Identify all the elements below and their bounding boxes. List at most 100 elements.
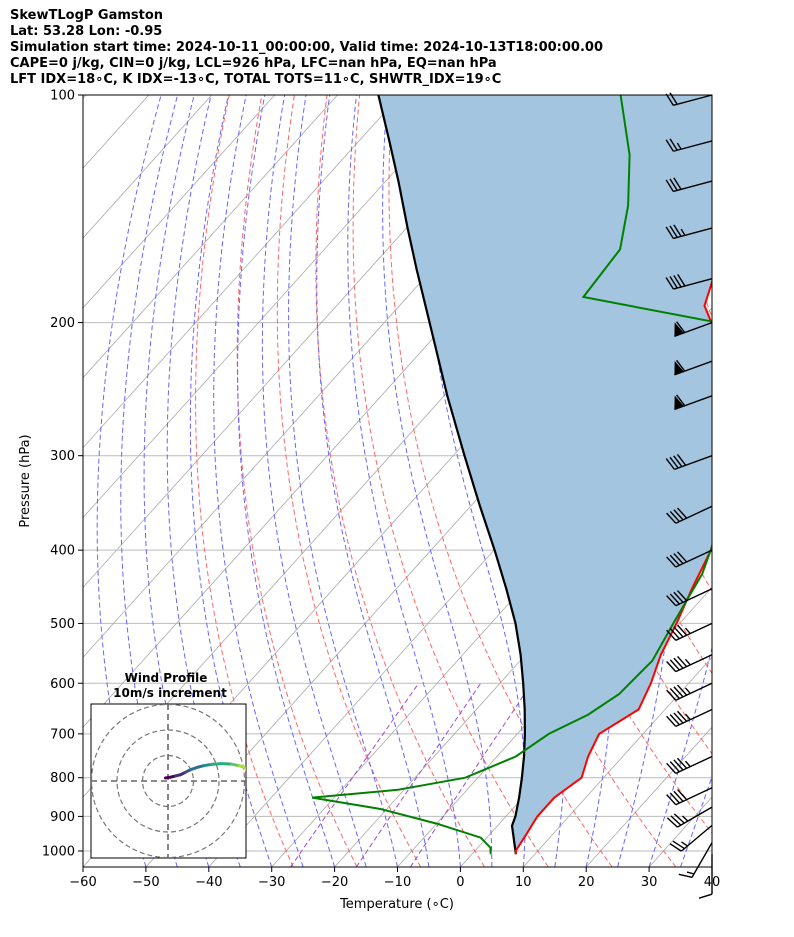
wind-profile-inset: Wind Profile 10m/s increment <box>90 671 247 859</box>
barb-full-flag <box>665 139 674 152</box>
barb-full-flag <box>666 817 678 828</box>
y-tick-label: 600 <box>50 677 75 692</box>
x-tick-label: −40 <box>195 875 222 890</box>
x-tick-label: 10 <box>515 875 532 890</box>
barb-full-flag <box>669 628 680 640</box>
barb-full-flag <box>670 815 682 826</box>
barb-half-flag <box>684 627 691 635</box>
barb-full-flag <box>673 591 684 603</box>
wind-barb <box>678 842 713 879</box>
barb-staff <box>673 227 713 240</box>
y-tick-label: 300 <box>50 449 75 464</box>
barb-staff <box>673 180 713 193</box>
dry-adiabat <box>236 95 358 867</box>
y-tick-label: 100 <box>50 89 75 104</box>
barb-staff <box>673 140 713 152</box>
barb-staff <box>675 755 713 775</box>
x-tick-label: −60 <box>69 875 96 890</box>
dry-adiabat <box>718 95 794 867</box>
barb-full-flag <box>676 624 688 636</box>
y-tick-label: 800 <box>50 771 75 786</box>
moist-adiabat <box>213 95 304 867</box>
wind-barb <box>665 224 713 240</box>
barb-full-flag <box>669 178 678 191</box>
barb-full-flag <box>669 687 680 699</box>
moist-adiabat <box>597 95 674 867</box>
wind-barb <box>665 177 713 193</box>
barb-staff <box>674 395 713 411</box>
moist-adiabat <box>347 95 461 867</box>
barb-full-flag <box>669 593 680 605</box>
isotherm <box>83 95 275 309</box>
hodograph-segment <box>245 768 246 772</box>
y-tick-label: 400 <box>50 544 75 559</box>
barb-full-flag <box>665 458 675 470</box>
x-axis-label: Temperature (∘C) <box>339 897 454 912</box>
x-tick-label: 0 <box>456 875 464 890</box>
barb-full-flag <box>673 553 684 565</box>
barb-full-flag <box>669 792 680 804</box>
moist-adiabat <box>422 95 527 867</box>
barb-full-flag <box>672 840 685 850</box>
wind-barb <box>666 654 713 673</box>
barb-full-flag <box>673 509 684 521</box>
barb-half-flag <box>684 687 691 694</box>
barb-full-flag <box>673 177 682 190</box>
barb-staff <box>673 94 713 107</box>
moist-adiabat <box>711 865 712 867</box>
barb-full-flag <box>669 761 680 773</box>
x-tick-label: −30 <box>258 875 285 890</box>
moist-adiabat <box>189 95 273 867</box>
barb-pennant <box>674 322 684 337</box>
isotherm <box>83 95 464 519</box>
barb-staff <box>675 787 713 806</box>
y-tick-label: 200 <box>50 316 75 331</box>
barb-full-flag <box>666 556 677 568</box>
barb-full-flag <box>676 454 687 466</box>
isotherm <box>397 516 712 867</box>
cin-shading <box>378 95 712 855</box>
axes-layer: −60 −50 −40 −30 −20 −10 0 10 20 30 40 100 200 300 400 5… <box>42 89 720 891</box>
y-axis-label: Pressure (hPa) <box>18 434 33 527</box>
moist-adiabat <box>525 95 615 867</box>
wind-barb <box>665 274 713 290</box>
wind-barb <box>666 806 713 828</box>
barb-full-flag <box>673 657 684 669</box>
x-tick-label: 30 <box>641 875 658 890</box>
barb-staff <box>680 824 713 852</box>
barb-full-flag <box>673 224 682 237</box>
chart-header: SkewTLogP Gamston Lat: 53.28 Lon: -0.95 … <box>10 8 780 88</box>
x-tick-label: −10 <box>384 875 411 890</box>
inset-title: Wind Profile <box>125 671 208 685</box>
wind-barbs <box>665 92 713 899</box>
moist-adiabat <box>143 95 210 867</box>
barb-full-flag <box>673 790 684 802</box>
profile-layer <box>311 95 712 855</box>
wind-barb <box>666 588 713 607</box>
barb-staff <box>677 806 713 828</box>
barb-half-flag <box>682 815 689 822</box>
moist-adiabat <box>261 95 367 867</box>
barb-full-flag <box>669 225 678 238</box>
wind-barb <box>666 755 713 775</box>
barb-full-flag <box>676 710 688 722</box>
dewpoint-line <box>311 95 712 855</box>
isotherm <box>83 95 338 379</box>
barb-full-flag <box>666 715 677 727</box>
moist-adiabat <box>316 95 430 867</box>
cape-line: CAPE=0 j/kg, CIN=0 j/kg, LCL=926 hPa, LF… <box>10 56 497 71</box>
chart-title: SkewTLogP Gamston <box>10 8 164 23</box>
barb-full-flag <box>673 626 684 638</box>
dry-adiabat <box>315 95 485 867</box>
barb-full-flag <box>669 659 680 671</box>
barb-staff <box>675 505 713 524</box>
barb-full-flag <box>669 138 678 151</box>
wind-barb <box>666 549 713 568</box>
barb-full-flag <box>669 554 680 566</box>
index-line: LFT IDX=18∘C, K IDX=-13∘C, TOTAL TOTS=11… <box>10 72 502 87</box>
mixing-ratio-line <box>355 683 482 867</box>
hodograph-segment <box>209 762 224 766</box>
barb-full-flag <box>666 794 677 806</box>
wind-barb <box>666 682 713 701</box>
